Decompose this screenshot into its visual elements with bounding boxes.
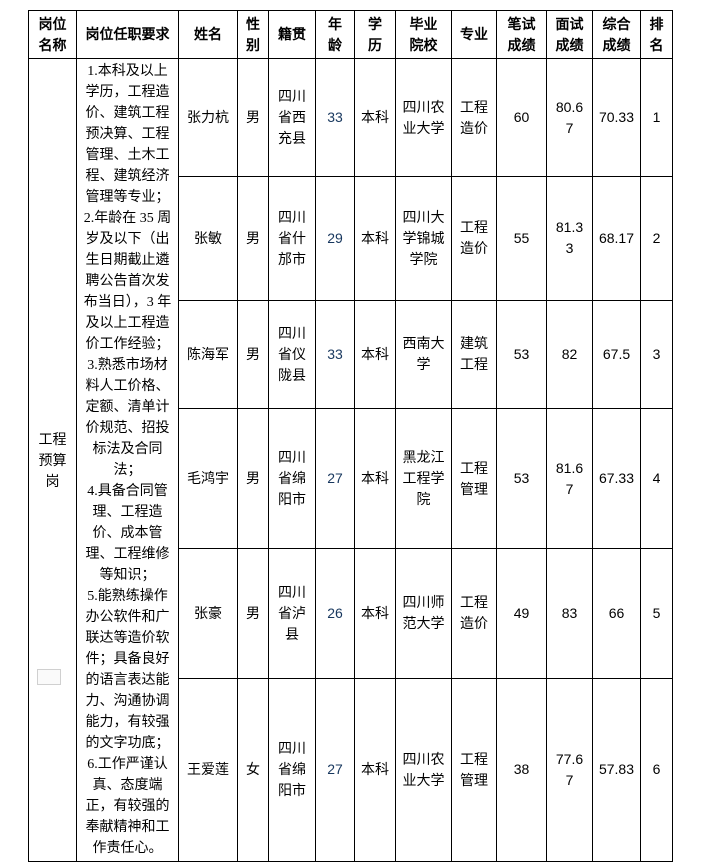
- cell-rank: 6: [640, 677, 673, 862]
- cell-overall-score: 66: [592, 547, 641, 679]
- cell-name: 张豪: [178, 547, 238, 679]
- cell-gender: 女: [237, 677, 269, 862]
- cell-interview-score: 82: [546, 299, 593, 410]
- header-row: 岗位名称 岗位任职要求 姓名 性别 籍贯 年龄 学历 毕业院校 专业 笔试成绩 …: [28, 10, 673, 59]
- cell-school: 四川农业大学: [395, 677, 452, 862]
- cell-position-name: 工程预算岗: [28, 58, 77, 862]
- cell-rank: 5: [640, 547, 673, 679]
- cell-major: 建筑工程: [451, 299, 497, 410]
- header-gender: 性别: [237, 10, 269, 59]
- cell-written-score: 60: [496, 57, 547, 178]
- cell-written-score: 49: [496, 547, 547, 679]
- cell-requirements: 1.本科及以上学历，工程造价、建筑工程预决算、工程管理、土木工程、建筑经济管理等…: [76, 58, 179, 862]
- results-table-container: 岗位名称 岗位任职要求 姓名 性别 籍贯 年龄 学历 毕业院校 专业 笔试成绩 …: [28, 10, 673, 862]
- cell-rank: 2: [640, 176, 673, 301]
- header-rank: 排名: [640, 10, 673, 59]
- cell-hometown: 四川省泸县: [268, 547, 316, 679]
- cell-interview-score: 77.67: [546, 677, 593, 862]
- table-row: 张敏 男 四川省什邡市 29 本科 四川大学锦城学院 工程造价 55 81.33…: [29, 176, 673, 301]
- cell-gender: 男: [237, 547, 269, 679]
- cell-gender: 男: [237, 176, 269, 301]
- header-requirements: 岗位任职要求: [76, 10, 179, 59]
- cell-age: 26: [315, 547, 355, 679]
- cell-overall-score: 67.33: [592, 408, 641, 549]
- cell-school: 西南大学: [395, 299, 452, 410]
- cell-major: 工程管理: [451, 408, 497, 549]
- table-row: 毛鸿宇 男 四川省绵阳市 27 本科 黑龙江工程学院 工程管理 53 81.67…: [29, 408, 673, 549]
- cell-written-score: 53: [496, 299, 547, 410]
- header-age: 年龄: [315, 10, 355, 59]
- cell-hometown: 四川省绵阳市: [268, 408, 316, 549]
- cell-rank: 4: [640, 408, 673, 549]
- cell-name: 陈海军: [178, 299, 238, 410]
- cell-hometown: 四川省西充县: [268, 57, 316, 178]
- cell-rank: 1: [640, 57, 673, 178]
- cell-hometown: 四川省仪陇县: [268, 299, 316, 410]
- cell-written-score: 53: [496, 408, 547, 549]
- cell-hometown: 四川省绵阳市: [268, 677, 316, 862]
- header-hometown: 籍贯: [268, 10, 316, 59]
- cell-major: 工程造价: [451, 176, 497, 301]
- table-row: 张豪 男 四川省泸县 26 本科 四川师范大学 工程造价 49 83 66 5: [29, 547, 673, 679]
- cell-hometown: 四川省什邡市: [268, 176, 316, 301]
- header-position: 岗位名称: [28, 10, 77, 59]
- cell-overall-score: 70.33: [592, 57, 641, 178]
- cell-name: 张力杭: [178, 57, 238, 178]
- cell-interview-score: 81.67: [546, 408, 593, 549]
- cell-gender: 男: [237, 408, 269, 549]
- cell-rank: 3: [640, 299, 673, 410]
- cell-school: 四川大学锦城学院: [395, 176, 452, 301]
- cell-overall-score: 68.17: [592, 176, 641, 301]
- cell-gender: 男: [237, 299, 269, 410]
- cell-education: 本科: [354, 176, 396, 301]
- cell-age: 27: [315, 677, 355, 862]
- table-row: 工程预算岗 1.本科及以上学历，工程造价、建筑工程预决算、工程管理、土木工程、建…: [28, 57, 673, 862]
- header-major: 专业: [451, 10, 497, 59]
- cell-age: 29: [315, 176, 355, 301]
- cell-age: 33: [315, 299, 355, 410]
- cell-interview-score: 80.67: [546, 57, 593, 178]
- header-interview-score: 面试成绩: [546, 10, 593, 59]
- cell-age: 33: [315, 57, 355, 178]
- page-artifact: [37, 669, 61, 685]
- table-row: 陈海军 男 四川省仪陇县 33 本科 西南大学 建筑工程 53 82 67.5 …: [29, 299, 673, 410]
- cell-education: 本科: [354, 57, 396, 178]
- cell-school: 四川师范大学: [395, 547, 452, 679]
- cell-education: 本科: [354, 677, 396, 862]
- cell-interview-score: 81.33: [546, 176, 593, 301]
- cell-written-score: 55: [496, 176, 547, 301]
- results-table: 岗位名称 岗位任职要求 姓名 性别 籍贯 年龄 学历 毕业院校 专业 笔试成绩 …: [28, 10, 673, 862]
- cell-name: 张敏: [178, 176, 238, 301]
- cell-major: 工程造价: [451, 547, 497, 679]
- cell-education: 本科: [354, 299, 396, 410]
- cell-education: 本科: [354, 408, 396, 549]
- cell-school: 黑龙江工程学院: [395, 408, 452, 549]
- cell-name: 毛鸿宇: [178, 408, 238, 549]
- cell-major: 工程管理: [451, 677, 497, 862]
- header-name: 姓名: [178, 10, 238, 59]
- cell-overall-score: 57.83: [592, 677, 641, 862]
- cell-name: 王爱莲: [178, 677, 238, 862]
- cell-education: 本科: [354, 547, 396, 679]
- header-school: 毕业院校: [395, 10, 452, 59]
- header-written-score: 笔试成绩: [496, 10, 547, 59]
- cell-school: 四川农业大学: [395, 57, 452, 178]
- cell-interview-score: 83: [546, 547, 593, 679]
- cell-gender: 男: [237, 57, 269, 178]
- header-education: 学历: [354, 10, 396, 59]
- cell-major: 工程造价: [451, 57, 497, 178]
- cell-overall-score: 67.5: [592, 299, 641, 410]
- cell-age: 27: [315, 408, 355, 549]
- header-overall-score: 综合成绩: [592, 10, 641, 59]
- cell-written-score: 38: [496, 677, 547, 862]
